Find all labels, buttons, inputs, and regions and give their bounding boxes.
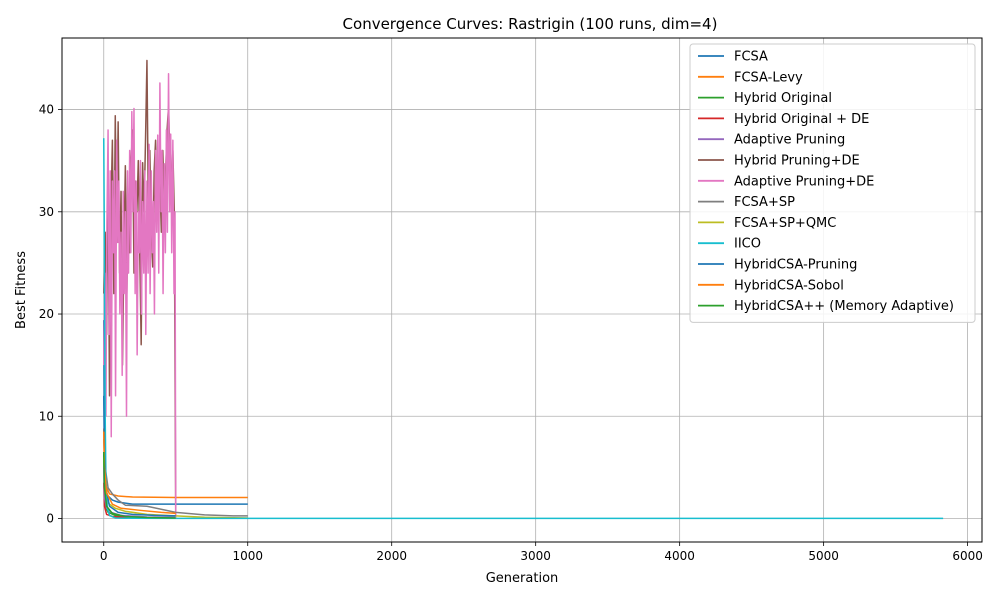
series-lines — [103, 59, 944, 520]
legend-entry: FCSA+SP+QMC — [734, 216, 836, 231]
legend-entry: HybridCSA-Pruning — [734, 258, 857, 273]
chart-title: Convergence Curves: Rastrigin (100 runs,… — [343, 15, 718, 33]
x-tick-label: 3000 — [520, 549, 551, 563]
x-tick-label: 5000 — [808, 549, 839, 563]
legend-entry: Adaptive Pruning+DE — [734, 174, 874, 189]
y-tick-label: 10 — [39, 409, 54, 423]
x-tick-label: 0 — [100, 549, 108, 563]
series-line-hybridcsa-memory-adaptive — [103, 452, 176, 519]
x-tick-label: 1000 — [232, 549, 263, 563]
plot-frame — [61, 37, 983, 543]
x-tick-label: 4000 — [664, 549, 695, 563]
legend-entry: Hybrid Original — [734, 91, 832, 106]
legend-entry: Adaptive Pruning — [734, 133, 845, 148]
y-tick-label: 0 — [46, 511, 54, 525]
legend-entry: HybridCSA-Sobol — [734, 278, 844, 293]
legend-box — [689, 43, 976, 323]
legend-entry: Hybrid Pruning+DE — [734, 154, 860, 169]
legend-entry: FCSA+SP — [734, 195, 795, 210]
y-tick-label: 40 — [39, 103, 54, 117]
legend-entry: Hybrid Original + DE — [734, 112, 869, 127]
legend-entry: FCSA — [734, 50, 768, 65]
tick-layer: 0 1000 2000 3000 4000 5000 6000 0 10 20 30 40 — [39, 103, 983, 563]
x-axis-label: Generation — [486, 571, 559, 586]
legend-entry: IICO — [734, 237, 761, 252]
y-tick-label: 30 — [39, 205, 54, 219]
legend-entry: FCSA-Levy — [734, 70, 803, 85]
series-line-fcsa-sp — [103, 438, 248, 517]
legend-entry: HybridCSA++ (Memory Adaptive) — [734, 299, 954, 314]
y-tick-label: 20 — [39, 307, 54, 321]
x-tick-label: 2000 — [376, 549, 407, 563]
plot-area — [103, 59, 944, 520]
series-line-iico — [103, 138, 944, 520]
x-tick-label: 6000 — [952, 549, 983, 563]
y-axis-label: Best Fitness — [14, 251, 29, 329]
series-line-adaptive-pruning-de — [103, 73, 177, 519]
legend: FCSA FCSA-Levy Hybrid Original Hybrid Origi… — [689, 43, 976, 323]
